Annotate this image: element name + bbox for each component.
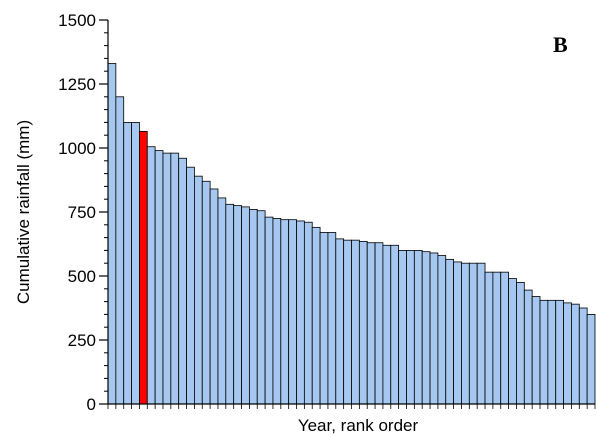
- y-tick-label: 750: [68, 203, 96, 222]
- bar: [186, 166, 195, 405]
- bar: [178, 157, 187, 405]
- panel-label: B: [553, 32, 568, 57]
- bar: [217, 197, 227, 405]
- bar: [445, 258, 455, 405]
- bar: [437, 255, 447, 405]
- bar: [201, 180, 211, 405]
- bar: [194, 175, 203, 405]
- bar: [453, 261, 462, 405]
- bar: [382, 244, 392, 405]
- y-tick-label: 1000: [58, 139, 96, 158]
- bar: [296, 220, 305, 405]
- bar: [508, 278, 517, 405]
- bar: [248, 209, 258, 405]
- bar: [406, 249, 415, 405]
- bar: [461, 262, 470, 405]
- bar: [233, 205, 242, 405]
- bar: [366, 242, 376, 405]
- bar: [123, 122, 132, 405]
- bar: [476, 262, 486, 405]
- bar: [555, 299, 564, 405]
- bar: [327, 232, 337, 405]
- bar: [421, 251, 431, 405]
- y-tick-label: 250: [68, 331, 96, 350]
- bar: [272, 217, 282, 405]
- y-tick-label: 0: [87, 395, 96, 414]
- x-axis: [107, 403, 596, 409]
- highlighted-bar: [139, 130, 148, 405]
- bar: [547, 299, 557, 405]
- y-axis: 0 250 500 750 1000 1250 1500: [58, 11, 109, 414]
- bar: [343, 239, 352, 405]
- bar: [146, 146, 156, 405]
- bar: [586, 313, 596, 405]
- bar: [390, 244, 400, 405]
- bar: [516, 281, 525, 405]
- y-tick-label: 1250: [58, 75, 96, 94]
- bar: [170, 152, 180, 405]
- bar: [107, 63, 117, 405]
- bar: [154, 150, 164, 405]
- bar: [571, 303, 580, 405]
- bar: [531, 296, 541, 405]
- bar: [484, 271, 494, 405]
- bar: [303, 221, 313, 405]
- bar: [256, 210, 266, 405]
- bar: [539, 299, 549, 405]
- y-tick-label: 1500: [58, 11, 96, 30]
- bar: [288, 219, 297, 405]
- bar: [335, 238, 345, 405]
- bar: [162, 152, 172, 405]
- bar: [578, 307, 588, 405]
- bar: [563, 302, 572, 405]
- bar: [209, 188, 219, 405]
- bar: [319, 232, 329, 405]
- bar: [225, 203, 235, 405]
- bar: [358, 241, 368, 405]
- bars-group: [107, 63, 596, 405]
- bar: [311, 226, 321, 405]
- bar: [492, 271, 502, 405]
- bar: [398, 249, 407, 405]
- y-axis-title: Cumulative rainfall (mm): [14, 120, 33, 304]
- bar: [413, 249, 423, 405]
- bar: [131, 122, 140, 405]
- bar: [429, 252, 439, 405]
- bar: [500, 271, 509, 405]
- bar: [115, 96, 125, 405]
- x-axis-title: Year, rank order: [298, 416, 419, 435]
- bar: [374, 242, 384, 405]
- bar: [351, 239, 360, 405]
- bar: [241, 206, 250, 405]
- y-tick-label: 500: [68, 267, 96, 286]
- bar: [523, 289, 533, 405]
- bar: [280, 219, 290, 405]
- bar: [468, 262, 478, 405]
- bar: [264, 216, 274, 405]
